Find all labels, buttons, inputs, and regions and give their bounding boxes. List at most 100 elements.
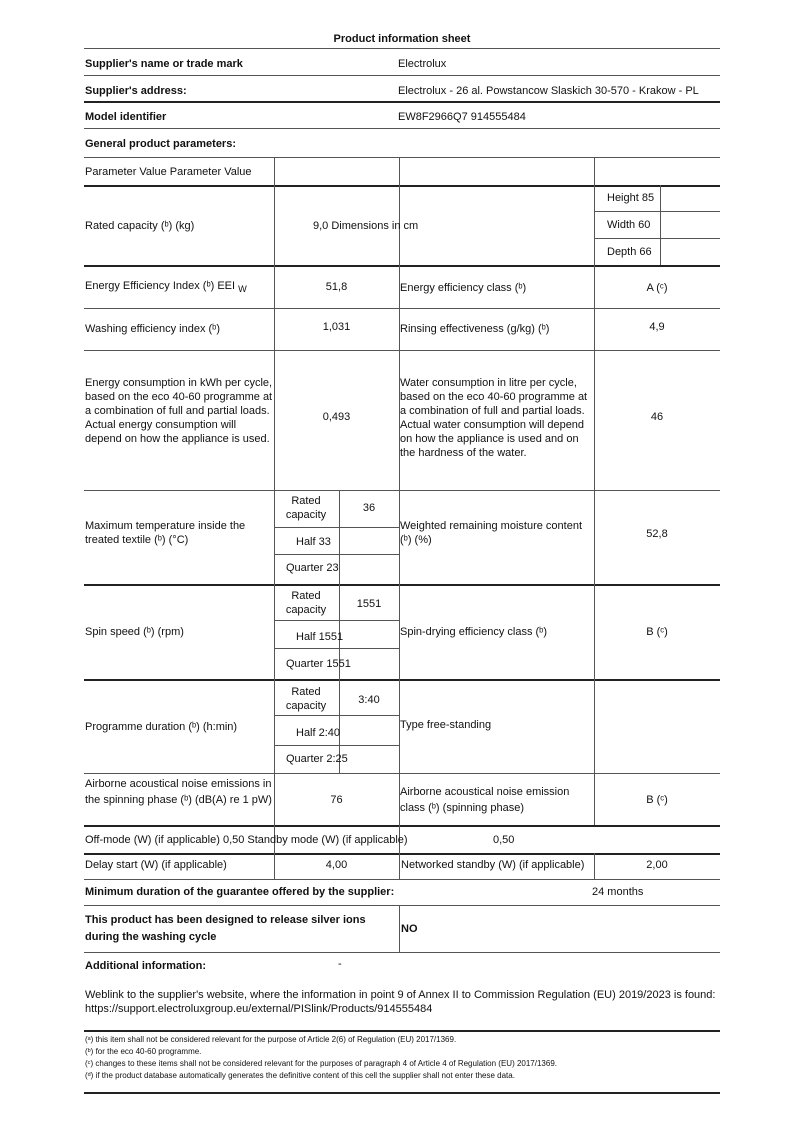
temp-rated-value: 36 xyxy=(362,502,376,514)
guarantee-value: 24 months xyxy=(592,886,644,898)
column-line xyxy=(594,853,595,879)
energy-consumption-value: 0,493 xyxy=(322,411,351,423)
remaining-moisture-label: Weighted remaining moisture content (ᵇ) … xyxy=(400,520,583,546)
networked-standby-value: 2,00 xyxy=(646,859,668,871)
eei-value: 51,8 xyxy=(325,281,348,293)
supplier-address-value: Electrolux - 26 al. Powstancow Slaskich … xyxy=(398,85,699,97)
divider xyxy=(84,48,720,49)
spin-drying-class-value: B (ᶜ) xyxy=(646,626,668,638)
networked-standby-label: Networked standby (W) (if applicable) xyxy=(401,859,585,871)
divider xyxy=(84,350,720,351)
spin-drying-class-label: Spin-drying efficiency class (ᵇ) xyxy=(400,626,548,638)
duration-half: Half 2:40 xyxy=(296,727,341,739)
eei-label: Energy Efficiency Index (ᵇ) EEI W xyxy=(85,279,247,296)
page-title: Product information sheet xyxy=(333,33,471,45)
divider xyxy=(84,1092,720,1094)
column-line xyxy=(274,157,275,879)
washing-index-value: 1,031 xyxy=(322,321,351,333)
divider xyxy=(84,308,720,309)
standby-mode-value: 0,50 xyxy=(493,834,515,846)
column-line xyxy=(399,157,400,879)
rated-capacity-label: Rated capacity (ᵇ) (kg) xyxy=(85,220,195,232)
spin-rated-value: 1551 xyxy=(356,598,382,610)
spin-quarter: Quarter 1551 xyxy=(286,658,351,670)
divider xyxy=(274,527,399,528)
model-identifier-label: Model identifier xyxy=(85,111,167,123)
footnote-c: (ᶜ) changes to these items shall not be … xyxy=(85,1059,557,1068)
column-line xyxy=(660,185,661,265)
divider xyxy=(274,745,399,746)
divider xyxy=(84,75,720,76)
dimension-depth: Depth 66 xyxy=(607,246,652,258)
water-consumption-label: Water consumption in litre per cycle, ba… xyxy=(400,377,588,459)
spin-speed-label: Spin speed (ᵇ) (rpm) xyxy=(85,626,184,638)
supplier-name-value: Electrolux xyxy=(398,58,447,70)
divider xyxy=(84,905,720,906)
additional-info-value: - xyxy=(338,958,342,970)
divider xyxy=(84,265,720,267)
divider xyxy=(84,825,720,827)
temp-rated-label: Rated capacity xyxy=(285,495,327,521)
general-parameters-heading: General product parameters: xyxy=(85,138,236,150)
footnote-b: (ᵇ) for the eco 40-60 programme. xyxy=(85,1047,202,1056)
divider xyxy=(84,157,720,158)
divider xyxy=(274,554,399,555)
noise-class-value: B (ᶜ) xyxy=(646,794,668,806)
divider xyxy=(84,490,720,491)
additional-info-label: Additional information: xyxy=(85,960,206,972)
divider xyxy=(84,773,720,774)
energy-consumption-label: Energy consumption in kWh per cycle, bas… xyxy=(85,377,273,445)
delay-start-label: Delay start (W) (if applicable) xyxy=(85,859,227,871)
duration-rated-value: 3:40 xyxy=(358,694,380,706)
weblink-text: Weblink to the supplier's website, where… xyxy=(85,989,716,1015)
divider xyxy=(84,1030,720,1032)
column-line xyxy=(594,157,595,825)
divider xyxy=(84,128,720,129)
divider xyxy=(84,879,720,880)
energy-class-value: A (ᶜ) xyxy=(646,282,668,294)
temp-half: Half 33 xyxy=(296,536,331,548)
divider xyxy=(594,211,720,212)
spin-rated-label: Rated capacity xyxy=(285,590,327,616)
divider xyxy=(594,238,720,239)
washing-index-label: Washing efficiency index (ᵇ) xyxy=(85,323,220,335)
off-standby-mode-label: Off-mode (W) (if applicable) 0,50 Standb… xyxy=(85,834,408,846)
programme-duration-label: Programme duration (ᵇ) (h:min) xyxy=(85,721,238,733)
dimension-height: Height 85 xyxy=(607,192,655,204)
duration-rated-label: Rated capacity xyxy=(285,686,327,712)
eei-subscript: W xyxy=(238,284,247,295)
footnote-a: (ᵃ) this item shall not be considered re… xyxy=(85,1035,457,1044)
divider xyxy=(84,185,720,187)
divider xyxy=(274,620,399,621)
rinsing-label: Rinsing effectiveness (g/kg) (ᵇ) xyxy=(400,323,550,335)
divider xyxy=(84,679,720,681)
column-line xyxy=(399,905,400,952)
noise-class-label: Airborne acoustical noise emission class… xyxy=(400,786,570,814)
divider xyxy=(274,715,399,716)
silver-ions-value: NO xyxy=(401,923,418,935)
eei-label-text: Energy Efficiency Index (ᵇ) EEI xyxy=(85,280,236,292)
dimension-width: Width 60 xyxy=(607,219,651,231)
divider xyxy=(84,853,720,855)
divider xyxy=(84,584,720,586)
guarantee-label: Minimum duration of the guarantee offere… xyxy=(85,886,395,898)
temp-quarter: Quarter 23 xyxy=(286,562,339,574)
max-temperature-label: Maximum temperature inside the treated t… xyxy=(85,520,246,546)
divider xyxy=(84,101,720,103)
silver-ions-label: This product has been designed to releas… xyxy=(85,914,366,943)
column-line xyxy=(339,490,340,773)
noise-emissions-value: 76 xyxy=(330,794,343,806)
supplier-name-label: Supplier's name or trade mark xyxy=(85,58,243,70)
remaining-moisture-value: 52,8 xyxy=(646,528,668,540)
delay-start-value: 4,00 xyxy=(325,859,348,871)
duration-quarter: Quarter 2:25 xyxy=(286,753,348,765)
model-identifier-value: EW8F2966Q7 914555484 xyxy=(398,111,526,123)
rinsing-value: 4,9 xyxy=(649,321,665,333)
energy-class-label: Energy efficiency class (ᵇ) xyxy=(400,282,527,294)
noise-emissions-label: Airborne acoustical noise emissions in t… xyxy=(85,778,272,806)
divider xyxy=(274,648,399,649)
parameter-header: Parameter Value Parameter Value xyxy=(85,166,252,178)
divider xyxy=(84,952,720,953)
supplier-address-label: Supplier's address: xyxy=(85,85,187,97)
footnote-d: (ᵈ) if the product database automaticall… xyxy=(85,1071,515,1080)
